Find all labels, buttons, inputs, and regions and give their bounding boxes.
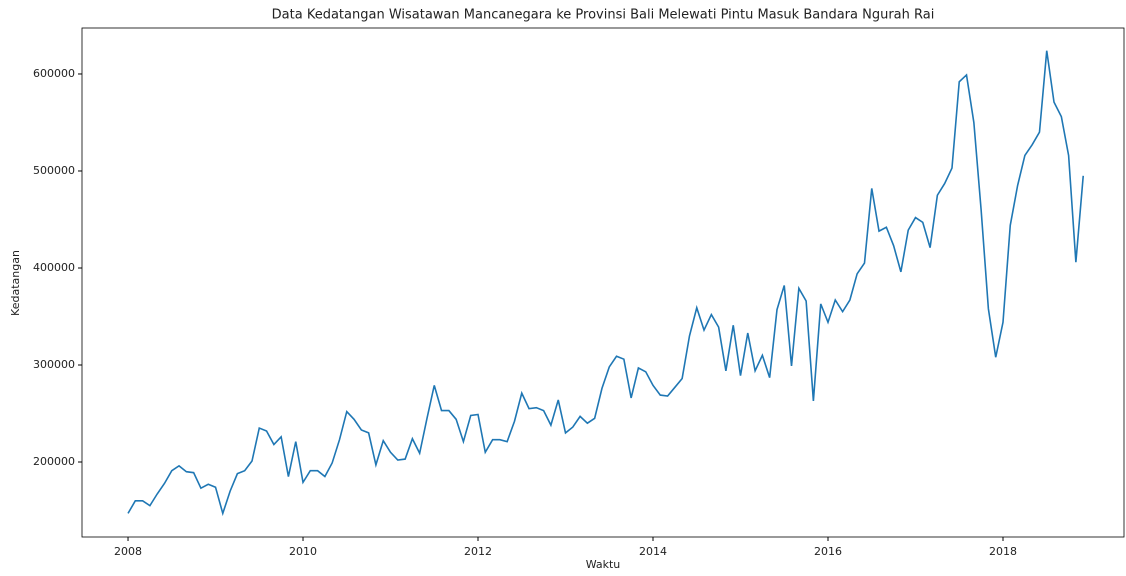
plot-frame	[81, 27, 1125, 538]
y-tick-label: 400000	[33, 261, 75, 274]
y-tick-label: 600000	[33, 67, 75, 80]
x-tick-label: 2014	[639, 545, 667, 558]
y-tick-label: 200000	[33, 455, 75, 468]
y-tick-label: 500000	[33, 164, 75, 177]
x-tick-label: 2008	[114, 545, 142, 558]
x-tick-label: 2012	[464, 545, 492, 558]
x-tick-label: 2016	[814, 545, 842, 558]
x-tick-label: 2018	[989, 545, 1017, 558]
x-tick-label: 2010	[289, 545, 317, 558]
y-axis-label: Kedatangan	[9, 250, 22, 316]
x-axis-label: Waktu	[586, 558, 621, 571]
y-tick-label: 300000	[33, 358, 75, 371]
chart-title: Data Kedatangan Wisatawan Mancanegara ke…	[272, 8, 935, 23]
data-line	[127, 50, 1085, 517]
